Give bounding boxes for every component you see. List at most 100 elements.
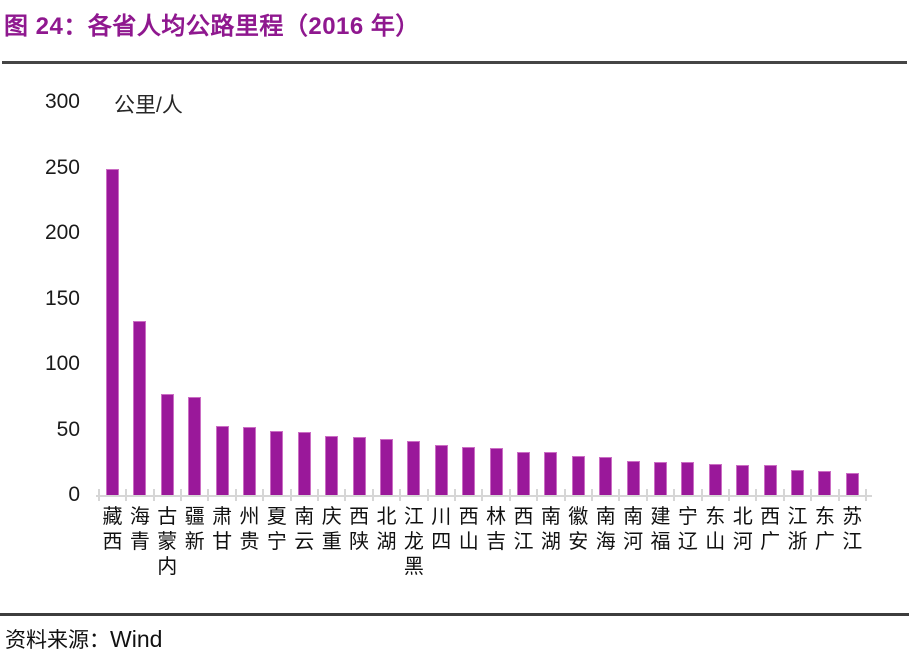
bar bbox=[791, 470, 804, 496]
x-tick-label: 江龙黑 bbox=[401, 505, 427, 580]
x-tick-label-char: 重 bbox=[321, 531, 342, 553]
x-tick-label-char: 北 bbox=[732, 506, 753, 528]
y-tick-label: 0 bbox=[68, 483, 80, 506]
bar bbox=[654, 462, 667, 496]
x-tick-label: 东广 bbox=[812, 505, 838, 555]
bar bbox=[462, 446, 476, 496]
x-tick-label-char: 内 bbox=[157, 556, 178, 578]
x-tick-label-char: 黑 bbox=[403, 556, 424, 578]
x-tick-label-char: 广 bbox=[814, 531, 835, 553]
bar bbox=[270, 430, 284, 496]
x-tick-label-char: 湖 bbox=[540, 531, 561, 553]
bar bbox=[325, 436, 339, 496]
source-label: 资料来源： bbox=[5, 628, 110, 652]
x-tick-label-char: 蒙 bbox=[157, 531, 178, 553]
x-tick-label-char: 河 bbox=[732, 531, 753, 553]
bar bbox=[489, 447, 503, 496]
x-tick-label: 藏西 bbox=[100, 505, 126, 555]
x-tick-label-char: 辽 bbox=[677, 531, 698, 553]
x-tick-label-char: 宁 bbox=[266, 531, 287, 553]
x-tick-label: 西广 bbox=[757, 505, 783, 555]
x-tick-label-char: 徽 bbox=[568, 506, 589, 528]
x-tick-label-char: 州 bbox=[239, 506, 260, 528]
x-tick-label-char: 南 bbox=[623, 506, 644, 528]
x-tick-label: 西江 bbox=[511, 505, 537, 555]
x-tick-label: 南湖 bbox=[538, 505, 564, 555]
y-axis-unit-label: 公里/人 bbox=[114, 94, 183, 117]
x-tick-label-char: 湖 bbox=[376, 531, 397, 553]
x-tick-label: 苏江 bbox=[839, 505, 865, 555]
x-tick-label-char: 吉 bbox=[486, 531, 507, 553]
x-tick-label: 宁辽 bbox=[675, 505, 701, 555]
bar bbox=[106, 168, 119, 496]
bar bbox=[708, 463, 722, 496]
x-tick-label: 建福 bbox=[648, 505, 674, 555]
figure-title: 图 24：各省人均公路里程（2016 年） bbox=[4, 13, 420, 40]
x-tick-label-char: 龙 bbox=[403, 531, 424, 553]
x-tick-label-char: 安 bbox=[568, 531, 589, 553]
x-tick-label: 西陕 bbox=[346, 505, 372, 555]
bar bbox=[681, 462, 695, 496]
bar bbox=[160, 394, 174, 496]
x-tick-label-char: 建 bbox=[650, 506, 671, 528]
bar bbox=[626, 460, 640, 496]
bar bbox=[818, 471, 832, 496]
bar bbox=[243, 426, 256, 496]
x-tick-label-char: 山 bbox=[458, 531, 479, 553]
x-tick-label-char: 山 bbox=[705, 531, 726, 553]
x-tick-label-char: 疆 bbox=[184, 506, 205, 528]
x-tick-label-char: 西 bbox=[458, 506, 479, 528]
x-tick-label-char: 江 bbox=[513, 531, 534, 553]
x-tick-label: 西山 bbox=[456, 505, 482, 555]
y-tick-label: 300 bbox=[44, 90, 80, 113]
x-tick-label-char: 西 bbox=[349, 506, 370, 528]
y-tick-label: 200 bbox=[44, 221, 80, 244]
bar bbox=[571, 455, 585, 496]
x-tick-label: 海青 bbox=[127, 505, 153, 555]
x-tick-label: 疆新 bbox=[182, 505, 208, 555]
x-tick-label-char: 四 bbox=[431, 531, 452, 553]
x-tick-label: 庆重 bbox=[319, 505, 345, 555]
y-tick-label: 150 bbox=[44, 286, 80, 310]
bar bbox=[434, 445, 448, 496]
x-tick-label-char: 庆 bbox=[321, 506, 342, 528]
bar bbox=[352, 437, 366, 496]
source-line: 资料来源：Wind bbox=[5, 624, 162, 654]
x-tick-label-char: 古 bbox=[157, 506, 178, 528]
y-tick-label: 100 bbox=[44, 352, 80, 375]
bar bbox=[188, 396, 202, 496]
bar bbox=[407, 441, 421, 496]
x-tick-label-char: 南 bbox=[294, 506, 315, 528]
x-tick-label-char: 川 bbox=[431, 506, 452, 528]
x-tick-label-char: 夏 bbox=[266, 506, 287, 528]
x-tick-label-char: 藏 bbox=[102, 506, 123, 528]
x-tick-label: 北河 bbox=[730, 505, 756, 555]
x-tick-label-char: 青 bbox=[129, 531, 150, 553]
x-tick-label: 川四 bbox=[428, 505, 454, 555]
footer-divider bbox=[0, 613, 909, 616]
x-tick-label-char: 宁 bbox=[677, 506, 698, 528]
x-tick-label: 古蒙内 bbox=[154, 505, 180, 580]
x-tick-label: 肃甘 bbox=[209, 505, 235, 555]
x-tick-label-char: 南 bbox=[595, 506, 616, 528]
x-tick-label-char: 东 bbox=[814, 506, 835, 528]
bar bbox=[297, 432, 311, 496]
y-tick-label: 50 bbox=[56, 417, 80, 441]
x-tick-label-char: 林 bbox=[486, 506, 507, 528]
x-tick-label-char: 苏 bbox=[842, 506, 863, 528]
bar bbox=[763, 464, 777, 496]
x-tick-label: 北湖 bbox=[374, 505, 400, 555]
x-tick-label: 南云 bbox=[291, 505, 317, 555]
x-tick-label-char: 西 bbox=[760, 506, 781, 528]
x-tick-label-char: 江 bbox=[842, 531, 863, 553]
x-tick-label-char: 云 bbox=[294, 531, 315, 553]
x-tick-label-char: 江 bbox=[403, 506, 424, 528]
x-axis-line bbox=[96, 495, 872, 497]
x-tick-label-char: 贵 bbox=[239, 531, 260, 553]
x-tick-label-char: 浙 bbox=[787, 531, 808, 553]
bar bbox=[845, 472, 859, 496]
x-tick-label: 南河 bbox=[620, 505, 646, 555]
x-tick-label-char: 福 bbox=[650, 531, 671, 553]
